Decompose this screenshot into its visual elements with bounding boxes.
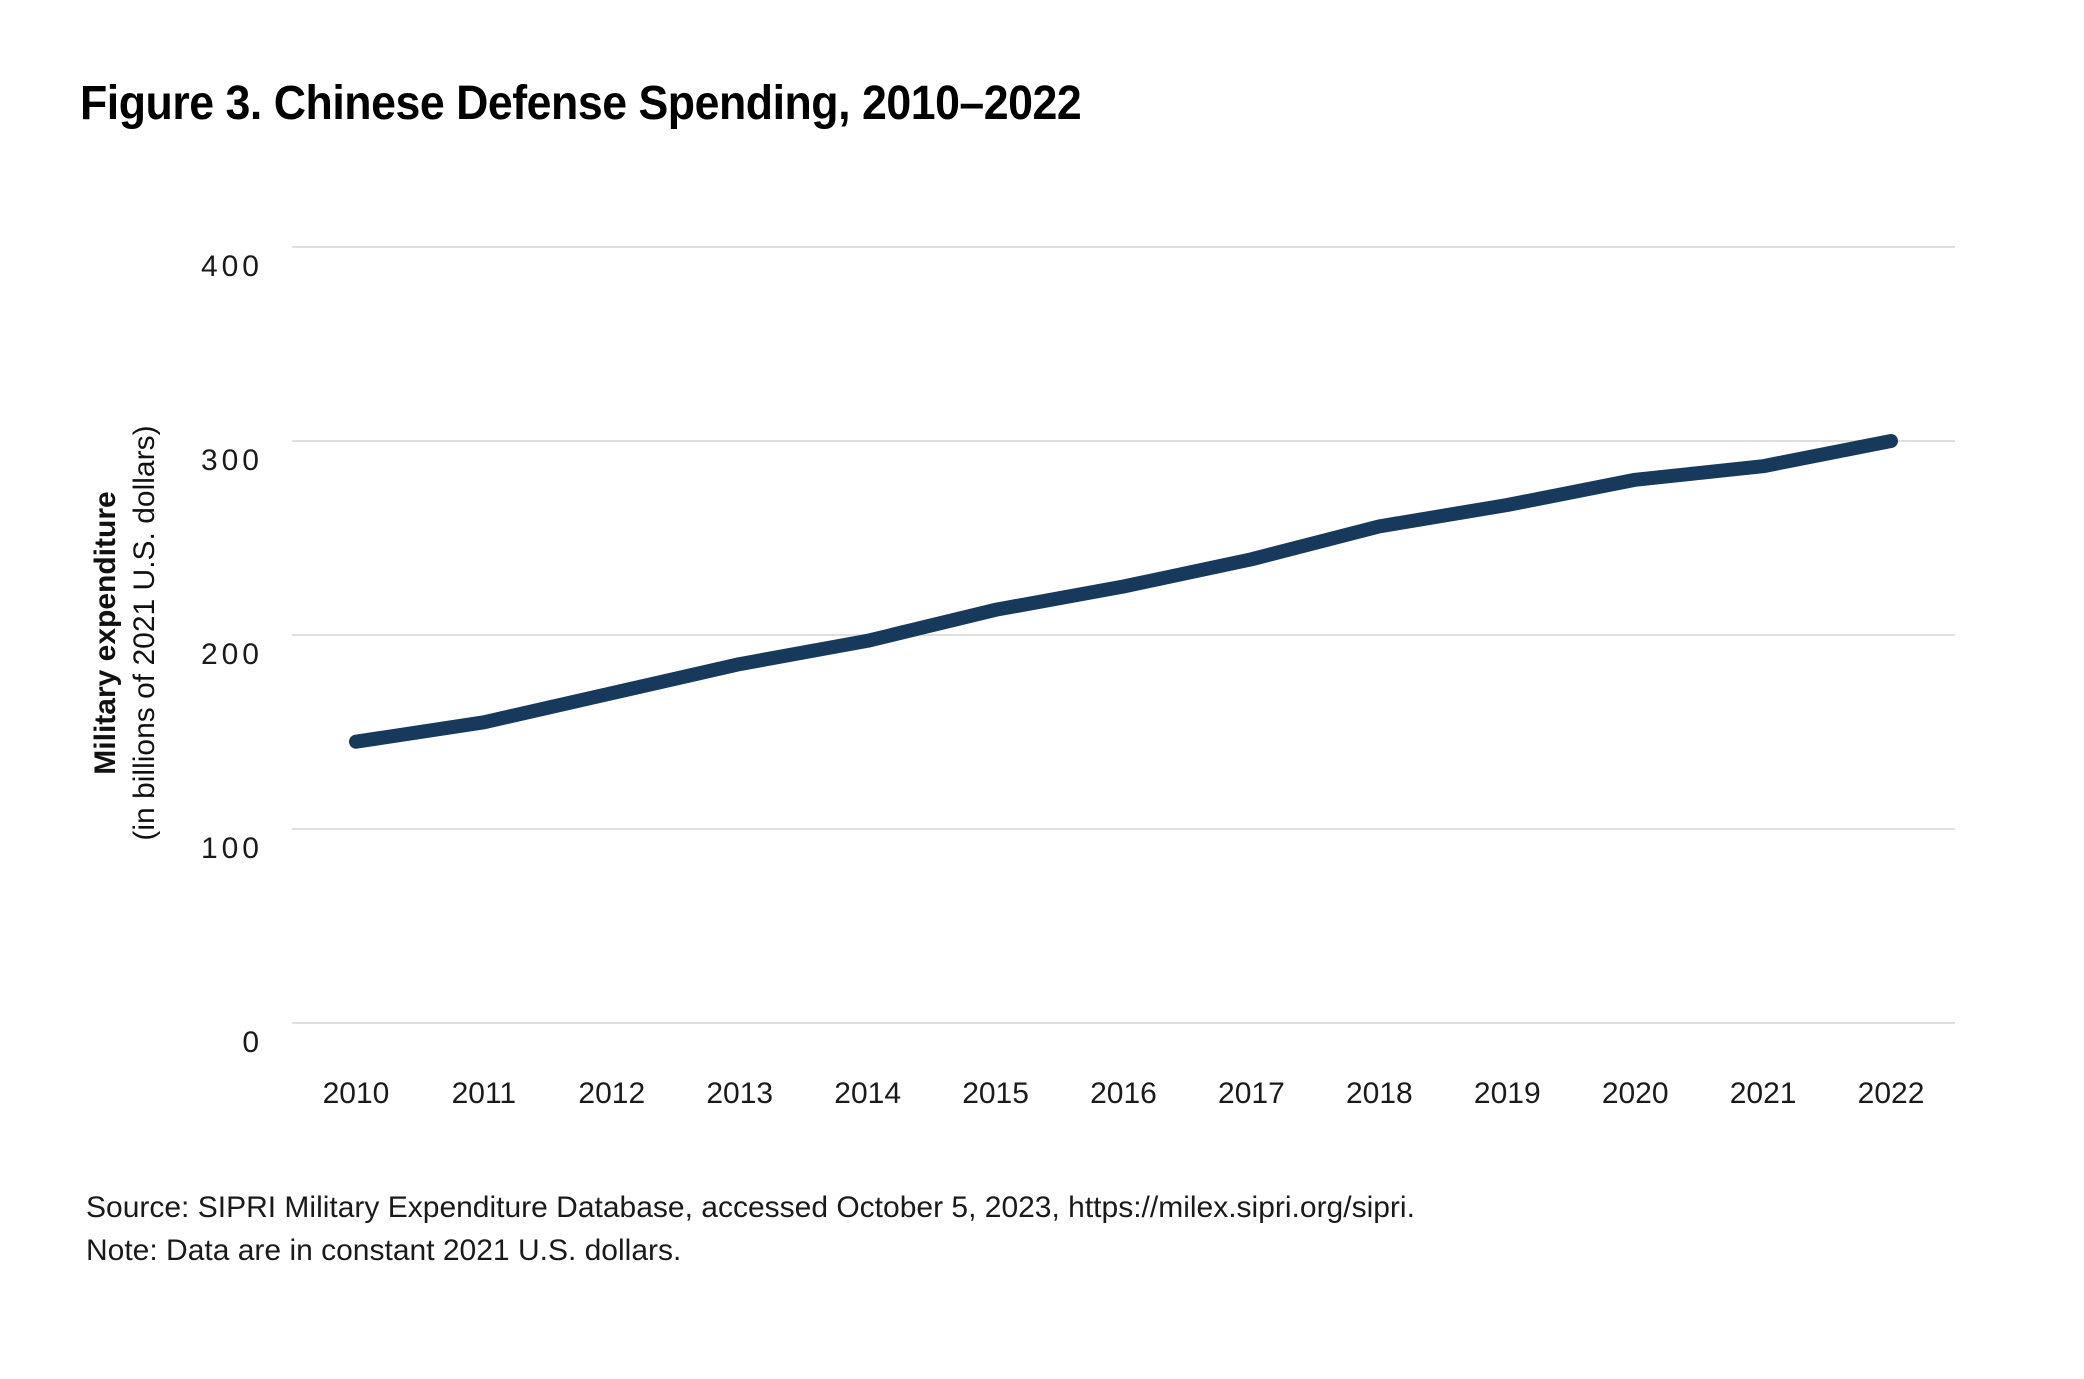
- y-axis-title-main: Military expenditure: [89, 491, 122, 775]
- x-tick-label-2010: 2010: [322, 1077, 390, 1110]
- y-tick-label-100: 100: [200, 832, 263, 865]
- x-tick-label-2017: 2017: [1218, 1077, 1285, 1110]
- y-axis-title-sub: (in billions of 2021 U.S. dollars): [128, 425, 161, 841]
- x-tick-label-2012: 2012: [578, 1077, 646, 1110]
- note-text: Note: Data are in constant 2021 U.S. dol…: [86, 1234, 682, 1267]
- x-tick-label-2020: 2020: [1601, 1077, 1669, 1110]
- figure-title: Figure 3. Chinese Defense Spending, 2010…: [80, 77, 1082, 130]
- x-tick-label-2018: 2018: [1345, 1077, 1413, 1110]
- x-tick-label-2013: 2013: [706, 1077, 774, 1110]
- y-tick-label-200: 200: [200, 638, 263, 671]
- y-tick-label-400: 400: [200, 250, 263, 283]
- x-tick-label-2019: 2019: [1473, 1077, 1541, 1110]
- x-tick-label-2022: 2022: [1857, 1077, 1925, 1110]
- source-text: Source: SIPRI Military Expenditure Datab…: [86, 1191, 1415, 1224]
- x-tick-label-2015: 2015: [962, 1077, 1029, 1110]
- x-tick-label-2011: 2011: [451, 1077, 517, 1110]
- y-axis-title: Military expenditure (in billions of 202…: [86, 425, 164, 840]
- x-tick-label-2021: 2021: [1729, 1077, 1797, 1110]
- y-tick-label-0: 0: [242, 1026, 263, 1059]
- x-tick-label-2014: 2014: [834, 1077, 902, 1110]
- x-tick-label-2016: 2016: [1090, 1077, 1157, 1110]
- spending-line: [349, 434, 1898, 749]
- y-tick-label-300: 300: [200, 444, 263, 477]
